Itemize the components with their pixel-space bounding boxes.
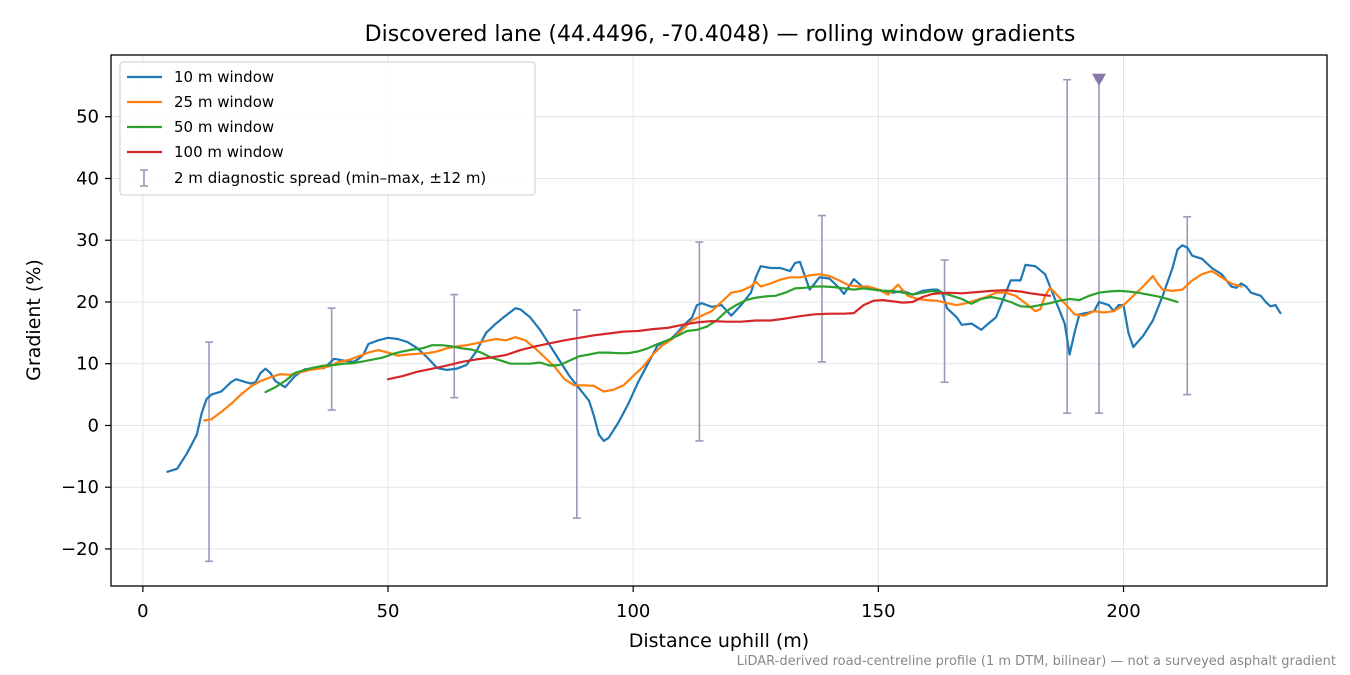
y-axis-label: Gradient (%) bbox=[23, 259, 45, 381]
triangle-down-marker bbox=[1092, 73, 1106, 86]
legend: 10 m window 25 m window 50 m window 100 m w… bbox=[119, 61, 536, 196]
y-tick-label: 50 bbox=[76, 107, 99, 128]
y-tick-label: −20 bbox=[61, 539, 99, 560]
plot-frame bbox=[110, 54, 1328, 587]
y-tick-label: 30 bbox=[76, 230, 99, 251]
series-line-4 bbox=[386, 289, 1052, 381]
chart-title: Discovered lane (44.4496, -70.4048) — ro… bbox=[365, 22, 1076, 47]
y-tick-label: −10 bbox=[61, 477, 99, 498]
x-tick-label: 200 bbox=[1106, 601, 1140, 622]
legend-box bbox=[119, 61, 536, 196]
errorbars bbox=[205, 78, 1192, 563]
series-lines bbox=[166, 244, 1282, 473]
markers bbox=[1092, 73, 1106, 86]
x-tick-label: 50 bbox=[377, 601, 400, 622]
x-tick-label: 100 bbox=[616, 601, 650, 622]
series-line-2 bbox=[203, 270, 1243, 422]
footnote: LiDAR-derived road-centreline profile (1… bbox=[737, 654, 1336, 669]
axis-ticks: 0 50 100 150 200 −20 −10 0 10 20 30 40 50 bbox=[61, 107, 1141, 622]
legend-label: 50 m window bbox=[174, 118, 274, 136]
x-tick-label: 150 bbox=[861, 601, 895, 622]
y-tick-label: 20 bbox=[76, 292, 99, 313]
legend-label: 10 m window bbox=[174, 68, 274, 86]
series-line-1 bbox=[166, 244, 1282, 473]
series-line-3 bbox=[264, 285, 1179, 394]
x-axis-label: Distance uphill (m) bbox=[629, 630, 809, 652]
legend-label: 100 m window bbox=[174, 143, 284, 161]
y-tick-label: 40 bbox=[76, 168, 99, 189]
legend-label: 25 m window bbox=[174, 93, 274, 111]
legend-label: 2 m diagnostic spread (min–max, ±12 m) bbox=[174, 169, 486, 187]
y-tick-label: 0 bbox=[88, 415, 99, 436]
y-tick-label: 10 bbox=[76, 354, 99, 375]
x-tick-label: 0 bbox=[137, 601, 148, 622]
